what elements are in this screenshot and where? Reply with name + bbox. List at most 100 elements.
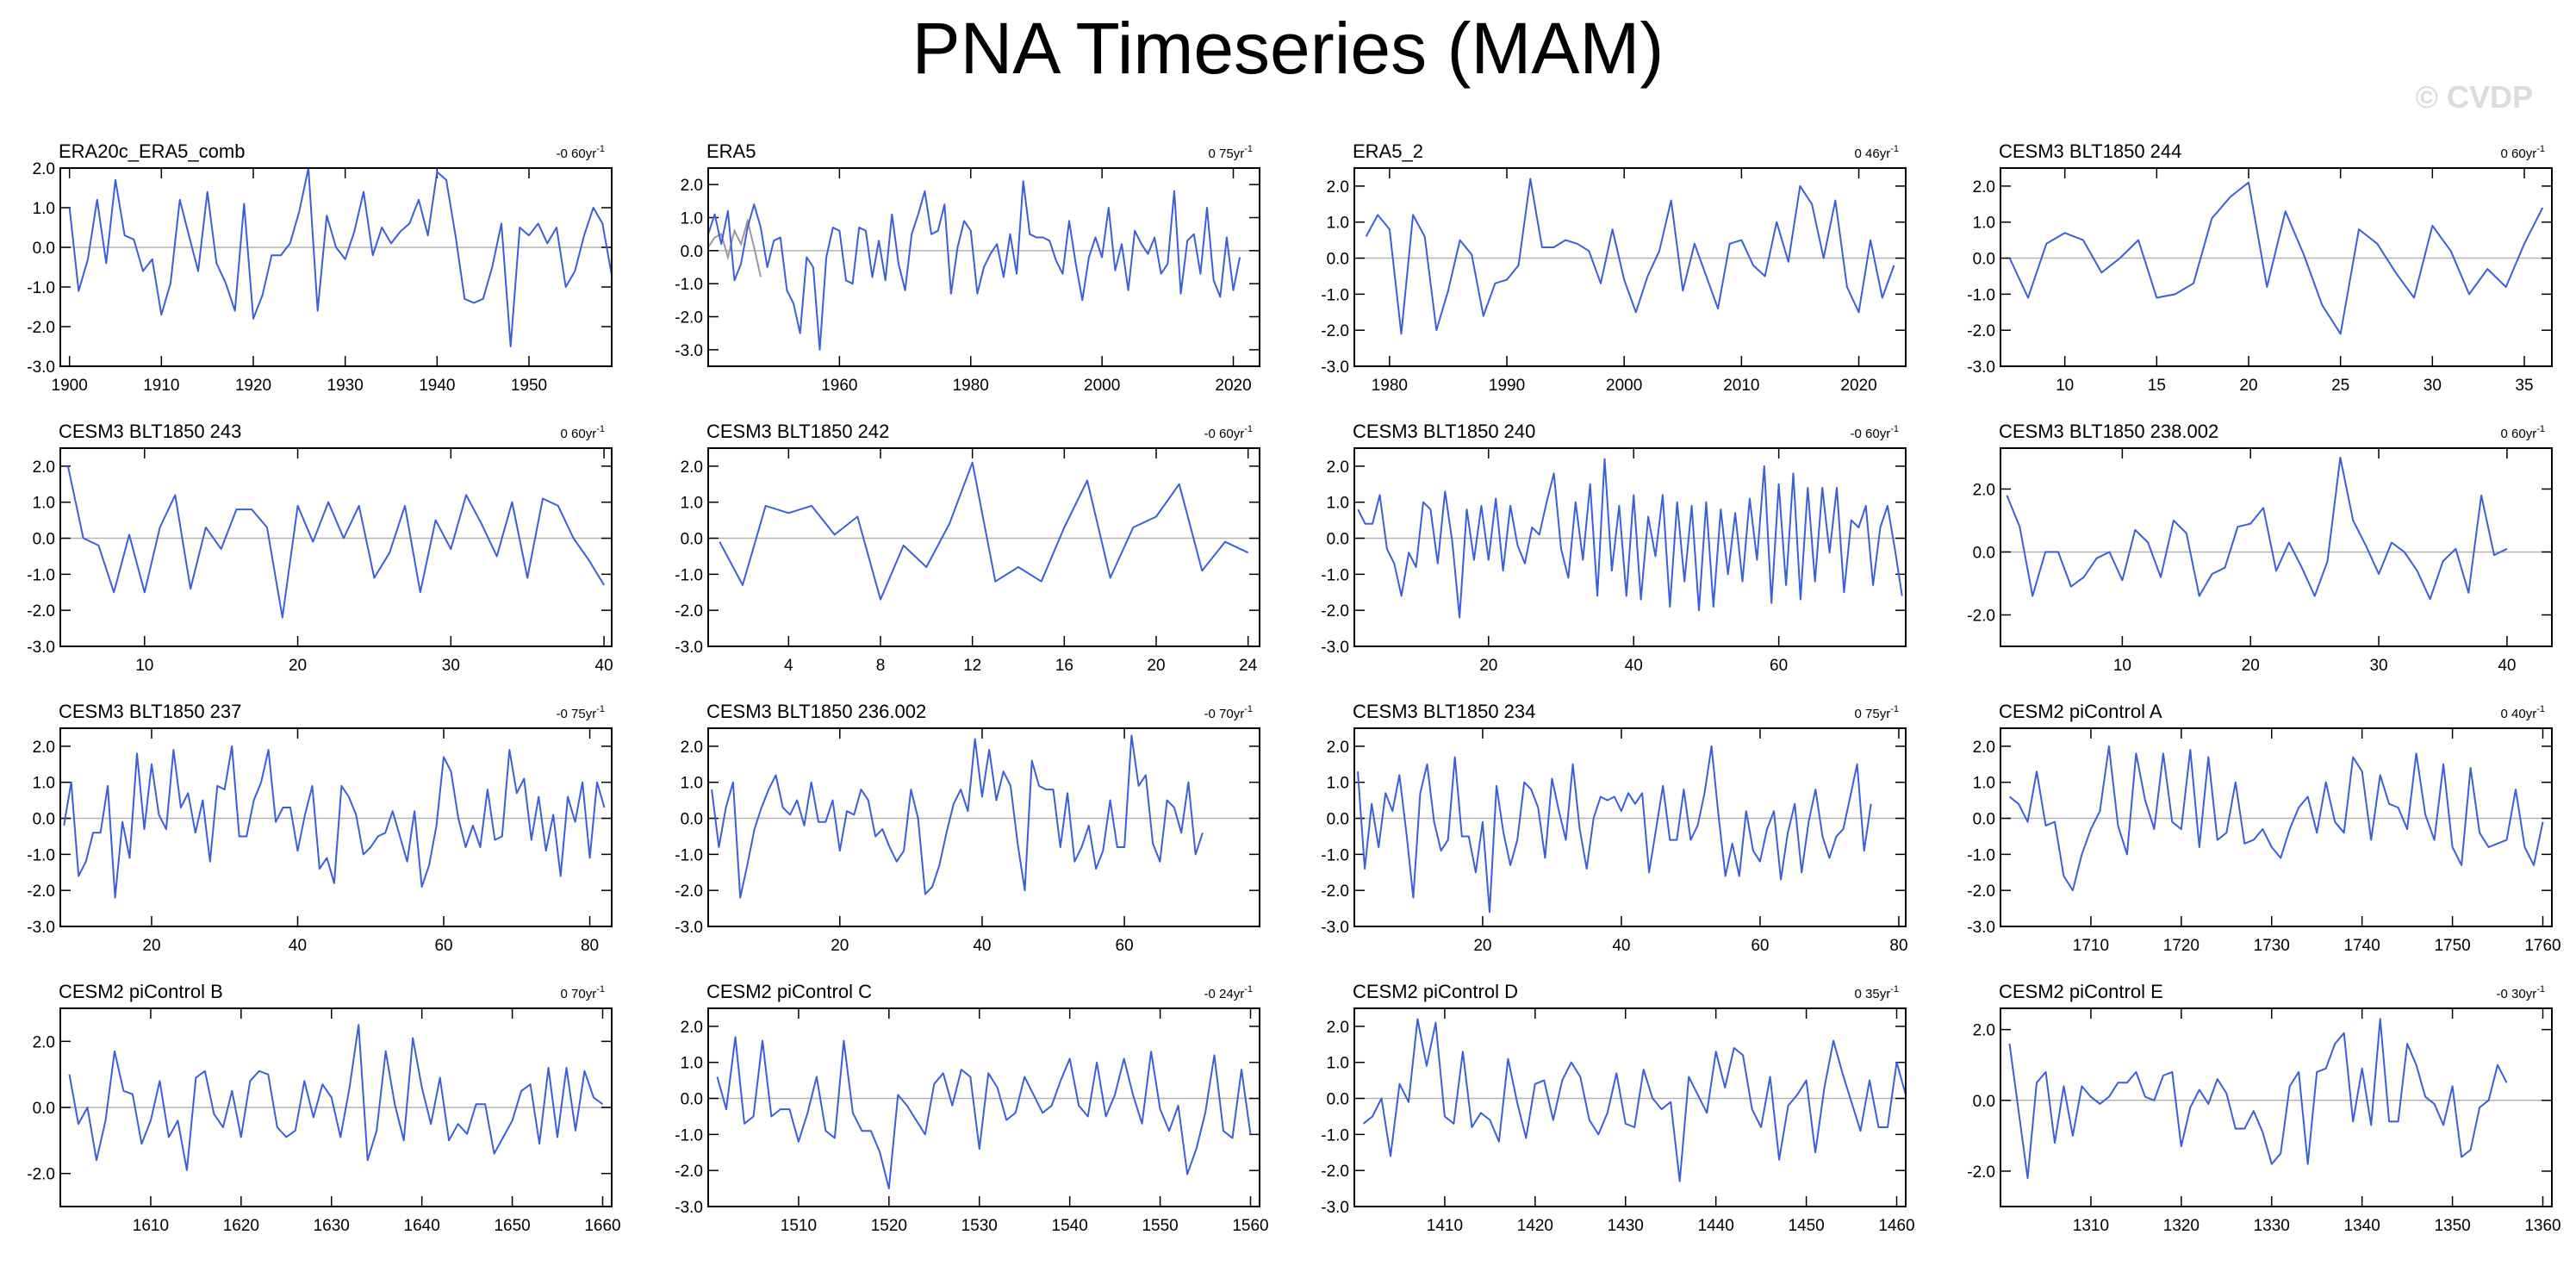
x-tick-label: 1920: [235, 377, 271, 395]
y-tick-label: -3.0: [1967, 919, 1995, 937]
y-tick-label: -3.0: [1321, 1199, 1349, 1217]
x-tick-label: 1620: [223, 1217, 259, 1235]
y-tick-label: -1.0: [675, 1126, 703, 1144]
y-tick-label: 2.0: [1973, 481, 1995, 499]
panel-title: ERA5: [706, 140, 756, 162]
y-tick-label: -2.0: [27, 319, 55, 337]
x-tick-label: 2000: [1606, 377, 1642, 395]
x-tick-label: 1540: [1052, 1217, 1088, 1235]
y-tick-label: 2.0: [1973, 178, 1995, 196]
y-tick-label: -3.0: [675, 639, 703, 657]
y-tick-label: 0.0: [1327, 531, 1349, 549]
y-tick-label: -3.0: [27, 639, 55, 657]
y-tick-label: 2.0: [1973, 739, 1995, 757]
y-tick-label: -2.0: [675, 602, 703, 621]
plot-frame: [2000, 447, 2553, 647]
x-tick-label: 1910: [143, 377, 179, 395]
panel-title: CESM2 piControl B: [59, 981, 223, 1002]
y-tick-label: 0.0: [1973, 544, 1995, 562]
y-tick-label: 0.0: [1973, 1093, 1995, 1111]
pna-series-line: [1362, 1018, 1906, 1182]
trend-annotation: 0 60yr-1: [2501, 424, 2545, 441]
panel-title: CESM2 piControl C: [706, 981, 872, 1002]
plot-frame: [59, 1007, 613, 1207]
x-tick-label: 1610: [133, 1217, 169, 1235]
y-tick-label: 0.0: [681, 531, 703, 549]
plot-frame: [1353, 727, 1907, 927]
plot-frame: [1353, 1007, 1907, 1207]
x-tick-label: 1640: [404, 1217, 440, 1235]
y-tick-label: 0.0: [1327, 1091, 1349, 1109]
chart-panel-2: ERA5 0 75yr-1 -3.0 -2.0 -1.0 0.0 1.0 2.0 1960 198…: [675, 140, 1260, 395]
y-tick-label: 0.0: [1973, 251, 1995, 269]
panel-title: CESM3 BLT1850 238.002: [1999, 421, 2218, 442]
trend-exponent: -1: [1890, 704, 1899, 714]
pna-series-line: [2008, 1018, 2508, 1180]
pna-series-line: [711, 734, 1204, 899]
x-tick-label: 8: [876, 657, 886, 675]
y-tick-label: 2.0: [33, 739, 55, 757]
trend-annotation: 0 75yr-1: [1855, 704, 1899, 721]
chart-panel-4: CESM3 BLT1850 244 0 60yr-1 -3.0 -2.0 -1.0 0.0…: [1967, 140, 2553, 395]
x-tick-label: 1650: [494, 1217, 530, 1235]
y-tick-label: -1.0: [675, 276, 703, 294]
trend-annotation: 0 46yr-1: [1855, 144, 1899, 161]
x-tick-label: 60: [1116, 937, 1134, 955]
x-tick-label: 1520: [871, 1217, 907, 1235]
x-tick-label: 10: [2056, 377, 2074, 395]
pna-series-line: [2008, 745, 2544, 892]
x-tick-label: 30: [2369, 657, 2387, 675]
trend-annotation: 0 35yr-1: [1855, 984, 1899, 1001]
chart-panel-12: CESM2 piControl A 0 40yr-1 -3.0 -2.0 -1.0 0.0…: [1967, 701, 2560, 955]
panel-title: CESM3 BLT1850 237: [59, 701, 241, 722]
trend-exponent: -1: [1890, 984, 1899, 995]
pna-series-line: [2008, 181, 2544, 335]
y-tick-label: -2.0: [27, 882, 55, 901]
y-tick-label: 1.0: [681, 1055, 703, 1073]
panel-title: CESM2 piControl D: [1353, 981, 1518, 1002]
y-tick-label: -1.0: [1967, 846, 1995, 864]
trend-exponent: -1: [596, 704, 605, 714]
y-tick-label: 1.0: [681, 210, 703, 228]
x-tick-label: 1560: [1232, 1217, 1268, 1235]
x-tick-label: 20: [1473, 937, 1491, 955]
y-tick-label: -3.0: [1321, 639, 1349, 657]
y-tick-label: 1.0: [1327, 215, 1349, 233]
plot-frame: [1353, 447, 1907, 647]
y-tick-label: 1.0: [681, 495, 703, 513]
y-tick-label: -3.0: [1321, 919, 1349, 937]
x-tick-label: 1760: [2524, 937, 2560, 955]
y-tick-label: 0.0: [681, 811, 703, 829]
y-tick-label: -2.0: [1967, 882, 1995, 901]
chart-panel-7: CESM3 BLT1850 240 -0 60yr-1 -3.0 -2.0 -1.0 0.…: [1321, 421, 1907, 675]
trend-exponent: -1: [2536, 424, 2545, 434]
y-tick-label: 0.0: [33, 531, 55, 549]
chart-panel-3: ERA5_2 0 46yr-1 -3.0 -2.0 -1.0 0.0 1.0 2.0 1980 1…: [1321, 140, 1907, 395]
trend-exponent: -1: [1244, 984, 1253, 995]
plot-frame: [707, 167, 1260, 367]
pna-series-line: [1365, 178, 1895, 335]
trend-exponent: -1: [2536, 984, 2545, 995]
x-tick-label: 40: [973, 937, 991, 955]
x-tick-label: 1980: [1372, 377, 1408, 395]
panel-title: CESM3 BLT1850 243: [59, 421, 241, 442]
trend-annotation: -0 60yr-1: [1204, 424, 1253, 441]
y-tick-label: -2.0: [1321, 602, 1349, 621]
panel-title: CESM3 BLT1850 234: [1353, 701, 1535, 722]
y-tick-label: -1.0: [27, 566, 55, 584]
y-tick-label: 2.0: [681, 739, 703, 757]
x-tick-label: 12: [963, 657, 981, 675]
pna-series-line: [719, 461, 1249, 601]
plot-frame: [59, 727, 613, 927]
y-tick-label: -1.0: [27, 279, 55, 297]
x-tick-label: 1710: [2073, 937, 2109, 955]
trend-exponent: -1: [596, 984, 605, 995]
y-tick-label: 2.0: [1327, 458, 1349, 477]
y-tick-label: -3.0: [675, 342, 703, 360]
x-tick-label: 25: [2331, 377, 2349, 395]
plot-frame: [59, 447, 613, 647]
pna-series-line: [68, 168, 612, 347]
chart-panel-6: CESM3 BLT1850 242 -0 60yr-1 -3.0 -2.0 -1.0 0.…: [675, 421, 1260, 675]
panel-title: CESM3 BLT1850 236.002: [706, 701, 926, 722]
x-tick-label: 1940: [419, 377, 455, 395]
